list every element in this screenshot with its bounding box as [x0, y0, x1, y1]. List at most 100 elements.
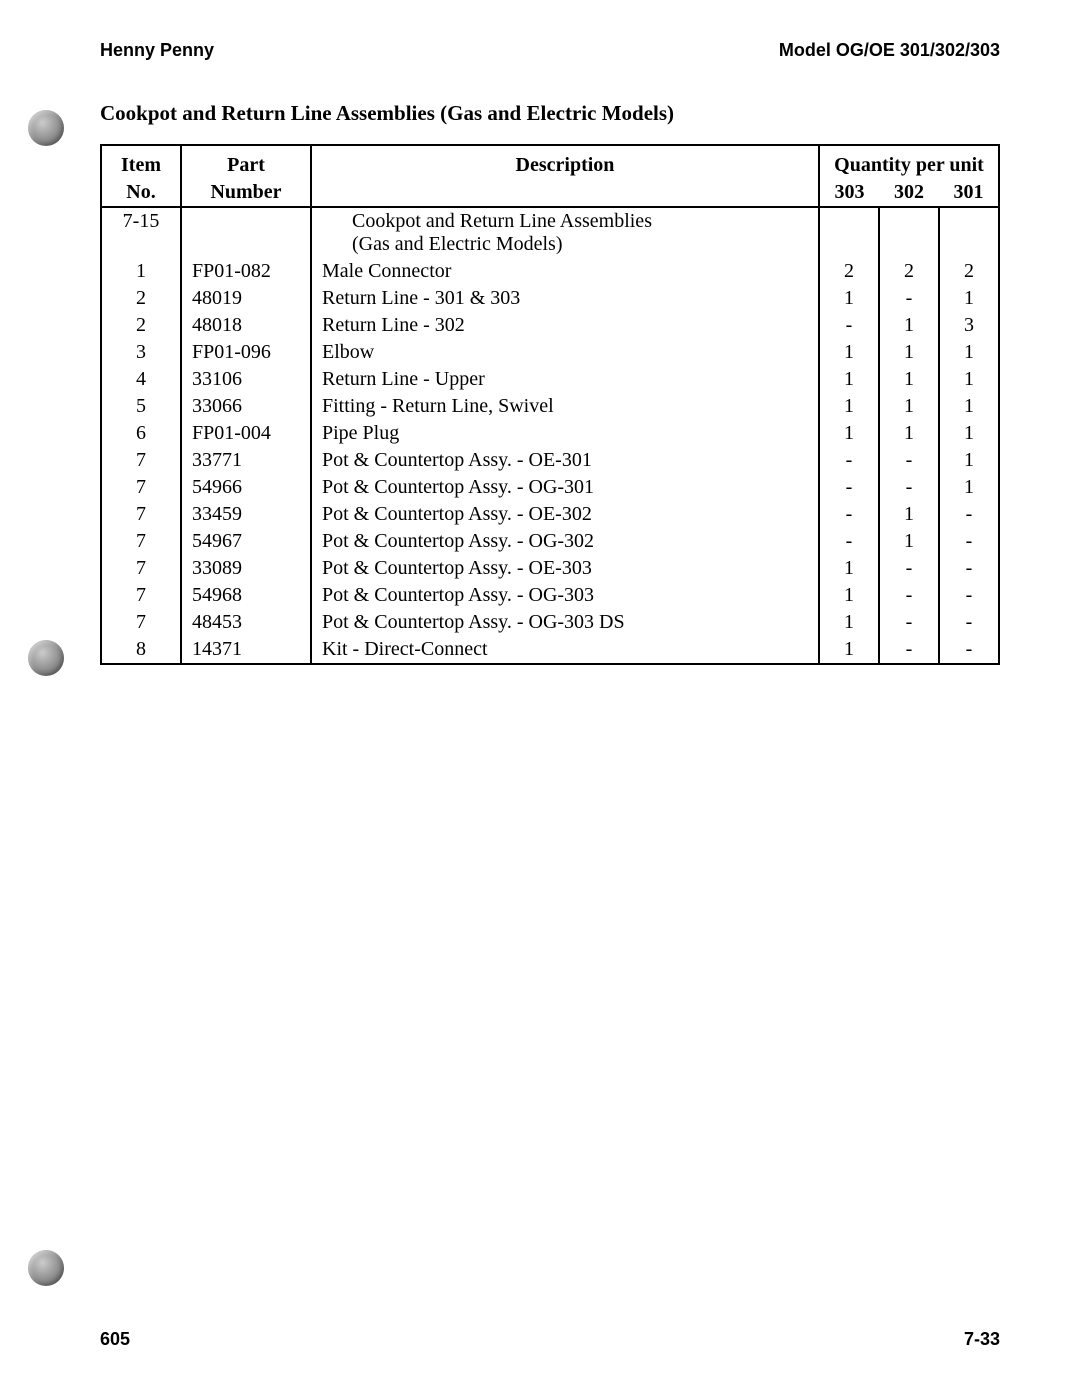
cell-q301: -	[939, 501, 999, 528]
cell-q302: 1	[879, 339, 939, 366]
cell-item: 2	[101, 285, 181, 312]
cell-part: 33089	[181, 555, 311, 582]
cell-desc: Return Line - Upper	[311, 366, 819, 393]
cell-part: 54967	[181, 528, 311, 555]
th-qty: Quantity per unit	[819, 145, 999, 179]
cell-q302: -	[879, 636, 939, 664]
section-q303	[819, 207, 879, 258]
cell-q301: 2	[939, 258, 999, 285]
cell-q303: -	[819, 312, 879, 339]
hole-punch-bottom	[28, 1250, 64, 1286]
section-title: Cookpot and Return Line Assemblies (Gas …	[100, 101, 1000, 126]
table-row: 733089Pot & Countertop Assy. - OE-3031--	[101, 555, 999, 582]
cell-item: 5	[101, 393, 181, 420]
cell-part: 48018	[181, 312, 311, 339]
cell-item: 6	[101, 420, 181, 447]
th-302: 302	[879, 179, 939, 207]
table-row: 754966Pot & Countertop Assy. - OG-301--1	[101, 474, 999, 501]
cell-q303: -	[819, 447, 879, 474]
cell-desc: Return Line - 302	[311, 312, 819, 339]
cell-q303: 1	[819, 582, 879, 609]
cell-desc: Kit - Direct-Connect	[311, 636, 819, 664]
cell-q303: 1	[819, 339, 879, 366]
cell-q302: 1	[879, 528, 939, 555]
cell-desc: Pot & Countertop Assy. - OG-303	[311, 582, 819, 609]
cell-q301: -	[939, 555, 999, 582]
section-q301	[939, 207, 999, 258]
cell-desc: Pot & Countertop Assy. - OG-303 DS	[311, 609, 819, 636]
cell-part: 54966	[181, 474, 311, 501]
cell-q302: 1	[879, 420, 939, 447]
table-row: 733771Pot & Countertop Assy. - OE-301--1	[101, 447, 999, 474]
parts-table: Item Part Description Quantity per unit …	[100, 144, 1000, 665]
hole-punch-middle	[28, 640, 64, 676]
cell-item: 7	[101, 474, 181, 501]
cell-part: 33066	[181, 393, 311, 420]
cell-part: FP01-096	[181, 339, 311, 366]
cell-q303: -	[819, 501, 879, 528]
cell-desc: Pot & Countertop Assy. - OE-303	[311, 555, 819, 582]
section-q302	[879, 207, 939, 258]
cell-q303: 1	[819, 366, 879, 393]
th-part: Part	[181, 145, 311, 179]
footer-right: 7-33	[964, 1329, 1000, 1350]
cell-q301: 1	[939, 393, 999, 420]
cell-q303: 1	[819, 420, 879, 447]
th-number: Number	[181, 179, 311, 207]
page-header: Henny Penny Model OG/OE 301/302/303	[100, 40, 1000, 61]
cell-part: 48453	[181, 609, 311, 636]
cell-part: 33106	[181, 366, 311, 393]
cell-q301: -	[939, 528, 999, 555]
hole-punch-top	[28, 110, 64, 146]
cell-q302: -	[879, 609, 939, 636]
cell-q301: 3	[939, 312, 999, 339]
table-row: 814371Kit - Direct-Connect1--	[101, 636, 999, 664]
table-row: 6FP01-004Pipe Plug111	[101, 420, 999, 447]
cell-item: 1	[101, 258, 181, 285]
cell-part: 33771	[181, 447, 311, 474]
cell-q301: -	[939, 582, 999, 609]
page-footer: 605 7-33	[100, 1329, 1000, 1350]
header-left: Henny Penny	[100, 40, 214, 61]
cell-part: 54968	[181, 582, 311, 609]
cell-part: 33459	[181, 501, 311, 528]
th-301: 301	[939, 179, 999, 207]
cell-desc: Pot & Countertop Assy. - OE-301	[311, 447, 819, 474]
cell-item: 7	[101, 447, 181, 474]
section-desc-line2: (Gas and Electric Models)	[352, 233, 562, 255]
cell-q303: -	[819, 528, 879, 555]
cell-q301: 1	[939, 474, 999, 501]
table-row: 248018Return Line - 302-13	[101, 312, 999, 339]
section-item: 7-15	[101, 207, 181, 258]
th-303: 303	[819, 179, 879, 207]
cell-item: 7	[101, 501, 181, 528]
cell-q301: 1	[939, 285, 999, 312]
cell-q303: 1	[819, 609, 879, 636]
cell-q302: 2	[879, 258, 939, 285]
th-no: No.	[101, 179, 181, 207]
section-desc: Cookpot and Return Line Assemblies (Gas …	[311, 207, 819, 258]
cell-item: 7	[101, 528, 181, 555]
cell-item: 2	[101, 312, 181, 339]
table-row: 1FP01-082Male Connector222	[101, 258, 999, 285]
cell-q301: 1	[939, 447, 999, 474]
cell-q301: 1	[939, 339, 999, 366]
cell-item: 7	[101, 555, 181, 582]
table-row: 748453Pot & Countertop Assy. - OG-303 DS…	[101, 609, 999, 636]
cell-desc: Pipe Plug	[311, 420, 819, 447]
cell-q303: 2	[819, 258, 879, 285]
cell-desc: Elbow	[311, 339, 819, 366]
table-row: 754968Pot & Countertop Assy. - OG-3031--	[101, 582, 999, 609]
cell-desc: Pot & Countertop Assy. - OE-302	[311, 501, 819, 528]
cell-desc: Fitting - Return Line, Swivel	[311, 393, 819, 420]
cell-item: 4	[101, 366, 181, 393]
cell-part: 48019	[181, 285, 311, 312]
section-part	[181, 207, 311, 258]
cell-q301: -	[939, 609, 999, 636]
cell-q303: 1	[819, 636, 879, 664]
table-row: 754967Pot & Countertop Assy. - OG-302-1-	[101, 528, 999, 555]
parts-tbody: 7-15 Cookpot and Return Line Assemblies …	[101, 207, 999, 664]
cell-q302: 1	[879, 312, 939, 339]
cell-q301: -	[939, 636, 999, 664]
th-item: Item	[101, 145, 181, 179]
